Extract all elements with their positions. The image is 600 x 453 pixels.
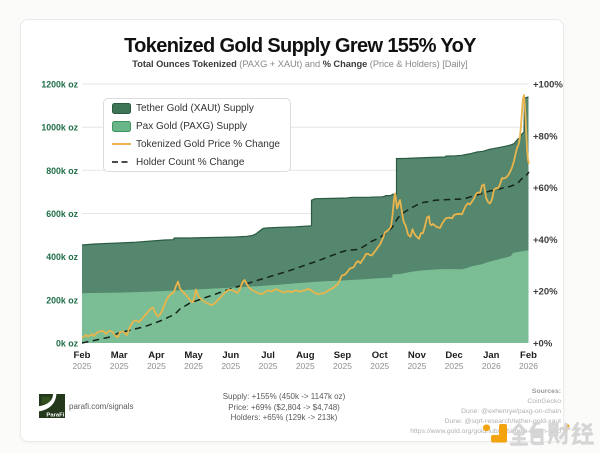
- svg-text:ParaFi: ParaFi: [46, 413, 64, 418]
- svg-text:2025: 2025: [445, 361, 464, 371]
- svg-text:May: May: [184, 350, 203, 361]
- svg-text:2026: 2026: [482, 361, 501, 371]
- svg-text:2025: 2025: [296, 361, 315, 371]
- svg-text:2025: 2025: [370, 361, 389, 371]
- svg-text:2025: 2025: [259, 361, 278, 371]
- svg-text:2025: 2025: [333, 361, 352, 371]
- svg-text:+20%: +20%: [533, 287, 558, 298]
- svg-text:2025: 2025: [221, 361, 240, 371]
- svg-text:Feb: Feb: [74, 350, 91, 361]
- svg-text:400k oz: 400k oz: [46, 252, 78, 262]
- svg-text:Nov: Nov: [408, 350, 427, 361]
- svg-text:Sep: Sep: [334, 350, 352, 361]
- svg-text:0k oz: 0k oz: [56, 339, 79, 349]
- svg-text:2025: 2025: [147, 361, 166, 371]
- svg-text:+100%: +100%: [533, 80, 563, 91]
- svg-text:2025: 2025: [407, 361, 426, 371]
- svg-text:Aug: Aug: [296, 350, 315, 361]
- svg-text:Feb: Feb: [520, 350, 537, 361]
- svg-text:+60%: +60%: [533, 183, 558, 194]
- svg-text:2025: 2025: [110, 361, 129, 371]
- svg-text:Jan: Jan: [483, 350, 500, 361]
- svg-text:2026: 2026: [519, 361, 538, 371]
- svg-text:Jun: Jun: [222, 350, 239, 361]
- svg-text:2025: 2025: [184, 361, 203, 371]
- svg-text:Dec: Dec: [445, 350, 462, 361]
- svg-text:Jul: Jul: [261, 350, 275, 361]
- svg-text:+80%: +80%: [533, 131, 558, 142]
- svg-text:800k oz: 800k oz: [46, 166, 78, 176]
- svg-text:200k oz: 200k oz: [46, 295, 78, 305]
- svg-text:+0%: +0%: [533, 339, 553, 350]
- svg-text:600k oz: 600k oz: [46, 209, 78, 219]
- svg-text:2025: 2025: [73, 361, 92, 371]
- svg-text:Apr: Apr: [148, 350, 165, 361]
- svg-text:Mar: Mar: [111, 350, 128, 361]
- svg-text:Oct: Oct: [372, 350, 389, 361]
- svg-text:1200k oz: 1200k oz: [41, 80, 78, 90]
- svg-text:+40%: +40%: [533, 235, 558, 246]
- svg-text:1000k oz: 1000k oz: [41, 123, 78, 133]
